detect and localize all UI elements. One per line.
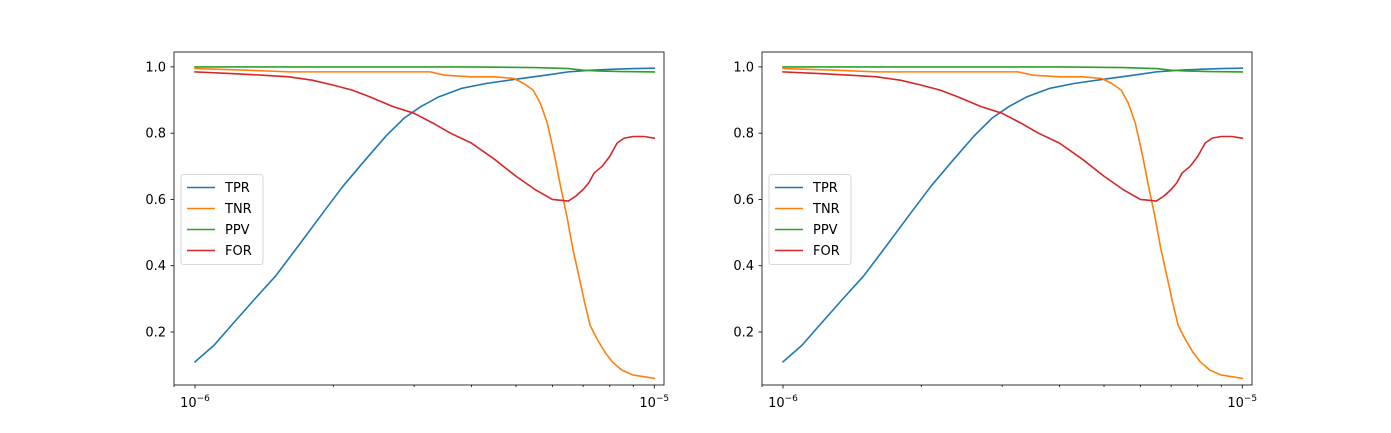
y-tick-label: 0.6: [145, 193, 166, 208]
y-tick-label: 0.6: [733, 193, 754, 208]
chart-right: 10−6 10−5 0.2 0.4 0.6 0.8 1.0 TPR TNR PPV FOR: [733, 51, 1257, 411]
y-tick-label: 0.2: [145, 325, 166, 340]
series-group: [193, 66, 656, 380]
y-tick-label: 0.8: [733, 127, 754, 142]
plot-frame: [761, 51, 1253, 386]
y-tick-label: 1.0: [145, 60, 166, 75]
x-tick-label: 10−5: [639, 394, 669, 411]
series-line-for: [194, 71, 656, 202]
x-tick-label: 10−6: [180, 394, 210, 411]
series-group: [781, 66, 1244, 380]
series-line-tnr: [194, 67, 656, 380]
y-tick-label: 0.8: [145, 127, 166, 142]
legend-label-for: FOR: [225, 244, 252, 259]
legend-label-tnr: TNR: [812, 202, 840, 217]
series-line-ppv: [194, 66, 656, 73]
legend-label-ppv: PPV: [813, 223, 838, 238]
series-line-ppv: [782, 66, 1244, 73]
y-tick-label: 0.4: [145, 259, 166, 274]
y-tick-label: 0.4: [733, 259, 754, 274]
legend-label-tpr: TPR: [224, 181, 250, 196]
legend: TPR TNR PPV FOR: [180, 174, 264, 265]
legend-label-tnr: TNR: [224, 202, 252, 217]
y-tick-label: 0.2: [733, 325, 754, 340]
legend: TPR TNR PPV FOR: [768, 174, 852, 265]
legend-label-tpr: TPR: [812, 181, 838, 196]
legend-box: [180, 174, 264, 265]
plot-frame: [173, 51, 665, 386]
chart-left: 10−6 10−5 0.2 0.4 0.6 0.8 1.0 TPR TNR PPV FOR: [145, 51, 669, 411]
x-tick-label: 10−6: [768, 394, 798, 411]
series-line-for: [782, 71, 1244, 202]
legend-label-for: FOR: [813, 244, 840, 259]
legend-box: [768, 174, 852, 265]
x-tick-label: 10−5: [1227, 394, 1257, 411]
legend-label-ppv: PPV: [225, 223, 250, 238]
y-tick-label: 1.0: [733, 60, 754, 75]
series-line-tnr: [782, 67, 1244, 380]
